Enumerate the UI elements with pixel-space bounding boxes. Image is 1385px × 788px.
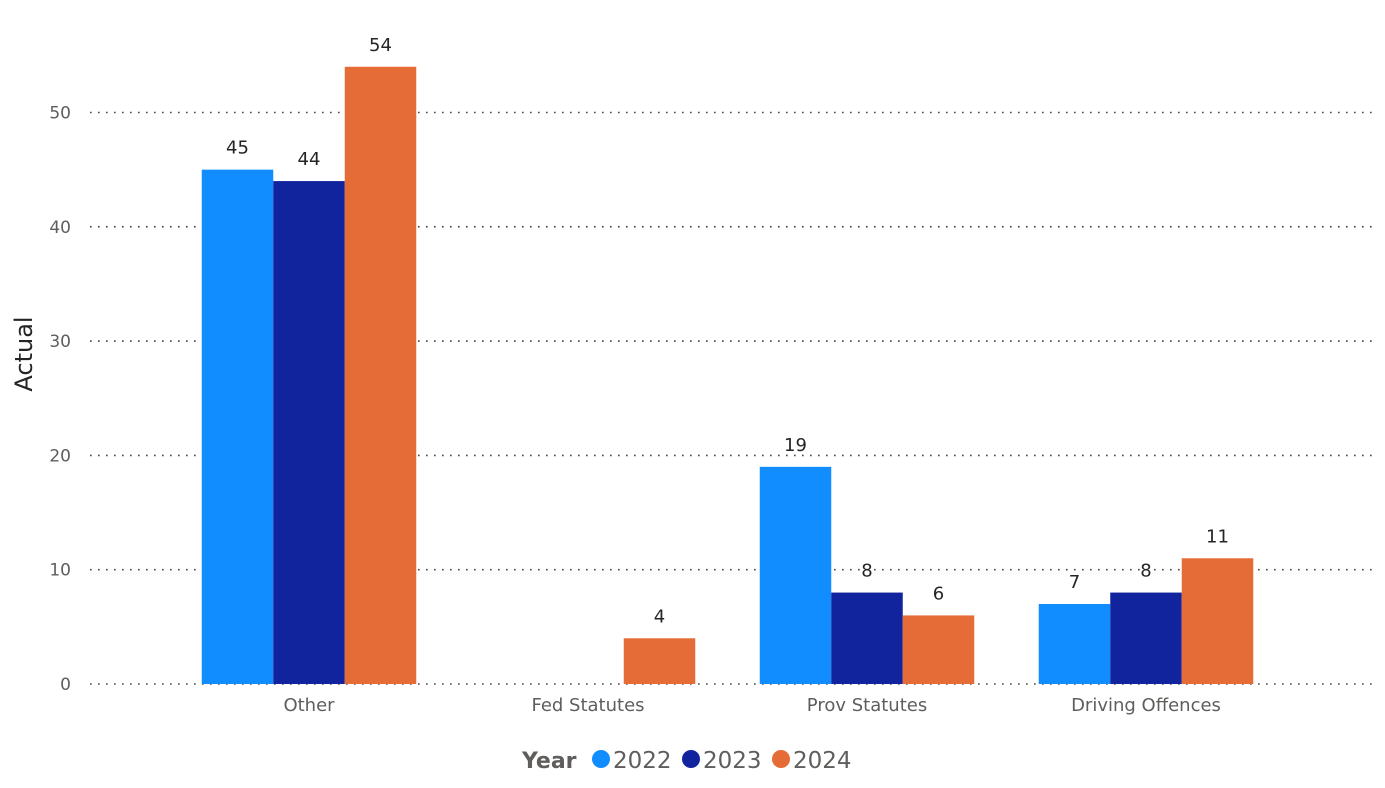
- data-label: 19: [784, 435, 807, 456]
- legend: Year 2022 2023 2024: [521, 748, 852, 774]
- legend-title: Year: [521, 749, 577, 774]
- x-category-label: Driving Offences: [1071, 695, 1221, 716]
- bar-2024-prov-statutes: [902, 615, 975, 684]
- x-axis-categories: Other Fed Statutes Prov Statutes Driving Of…: [283, 695, 1220, 716]
- legend-label-2022: 2022: [613, 748, 672, 774]
- bar-2022-driving-offences: [1038, 603, 1111, 684]
- legend-marker-2023: [682, 750, 700, 768]
- y-axis-ticks: 0 10 20 30 40 50: [49, 104, 71, 696]
- y-tick-label: 10: [49, 561, 71, 581]
- bar-2023-prov-statutes: [831, 592, 903, 684]
- data-label: 4: [654, 606, 665, 627]
- bar-2024-driving-offences: [1181, 558, 1254, 684]
- bar-2022-other: [201, 169, 274, 684]
- y-tick-label: 20: [49, 446, 71, 466]
- legend-marker-2024: [772, 750, 790, 768]
- data-label: 45: [226, 138, 249, 159]
- legend-label-2024: 2024: [793, 748, 852, 774]
- data-label: 6: [933, 583, 944, 604]
- x-category-label: Prov Statutes: [807, 695, 927, 716]
- bar-2023-driving-offences: [1110, 592, 1182, 684]
- data-label: 8: [1140, 561, 1151, 582]
- x-category-label: Other: [283, 695, 335, 716]
- bar-2022-prov-statutes: [759, 466, 832, 684]
- y-tick-label: 50: [49, 104, 71, 124]
- y-axis-label: Actual: [10, 316, 38, 391]
- bar-2024-fed-statutes: [623, 638, 696, 684]
- y-tick-label: 40: [49, 218, 71, 238]
- data-label: 11: [1206, 526, 1229, 547]
- data-label: 8: [861, 561, 872, 582]
- y-tick-label: 0: [60, 675, 71, 695]
- legend-label-2023: 2023: [703, 748, 762, 774]
- bars: [201, 66, 1254, 684]
- legend-marker-2022: [592, 750, 610, 768]
- bar-2024-other: [344, 66, 417, 684]
- data-label: 7: [1069, 572, 1080, 593]
- x-category-label: Fed Statutes: [531, 695, 644, 716]
- y-tick-label: 30: [49, 332, 71, 352]
- data-label: 44: [298, 149, 321, 170]
- data-label: 54: [369, 35, 392, 56]
- bar-2023-other: [273, 181, 345, 684]
